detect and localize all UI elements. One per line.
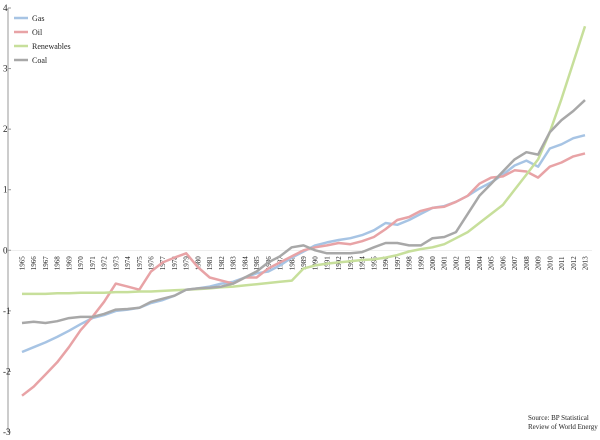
legend-label: Oil xyxy=(32,28,43,37)
x-tick-label: 2006 xyxy=(499,256,507,271)
x-tick-label: 1966 xyxy=(30,256,38,271)
x-tick-label: 2013 xyxy=(582,256,590,271)
x-tick-label: 1989 xyxy=(300,256,308,271)
y-tick-label: 3 xyxy=(3,64,8,74)
x-tick-label: 1965 xyxy=(19,256,27,271)
y-tick-label: 2 xyxy=(3,124,8,134)
x-tick-label: 2000 xyxy=(429,256,437,271)
legend-label: Gas xyxy=(32,14,44,23)
x-tick-label: 1973 xyxy=(112,256,120,271)
x-tick-label: 1984 xyxy=(241,256,249,271)
series-line xyxy=(21,133,586,354)
x-tick-label: 1994 xyxy=(359,256,367,271)
x-tick-label: 1993 xyxy=(347,256,355,271)
x-tick-label: 1997 xyxy=(394,256,402,271)
source-note: Source: BP Statistical xyxy=(528,414,589,422)
y-tick-label: 0 xyxy=(3,245,8,255)
series-line xyxy=(21,152,586,397)
x-tick-label: 1968 xyxy=(54,256,62,271)
y-tick-label: 4 xyxy=(3,3,8,13)
x-tick-label: 1998 xyxy=(406,256,414,271)
legend-label: Coal xyxy=(32,56,48,65)
x-tick-label: 1990 xyxy=(312,256,320,271)
y-tick-label: -2 xyxy=(3,366,11,376)
x-tick-label: 1982 xyxy=(218,256,226,271)
x-tick-label: 1985 xyxy=(253,256,261,271)
x-tick-label: 2005 xyxy=(488,256,496,271)
legend-label: Renewables xyxy=(32,42,71,51)
x-tick-label: 1978 xyxy=(171,256,179,271)
x-tick-label: 2010 xyxy=(546,256,554,271)
x-tick-label: 1996 xyxy=(382,256,390,271)
x-tick-label: 1999 xyxy=(417,256,425,271)
x-tick-label: 1967 xyxy=(42,256,50,271)
y-tick-label: -1 xyxy=(3,306,11,316)
y-tick-label: -3 xyxy=(3,427,11,437)
series-line xyxy=(21,99,586,325)
x-tick-label: 2012 xyxy=(570,256,578,271)
x-tick-label: 1983 xyxy=(230,256,238,271)
x-tick-label: 2008 xyxy=(523,256,531,271)
x-tick-label: 1975 xyxy=(136,256,144,271)
x-tick-label: 1988 xyxy=(288,256,296,271)
x-tick-label: 1981 xyxy=(206,256,214,271)
x-tick-label: 1970 xyxy=(77,256,85,271)
x-tick-label: 1972 xyxy=(101,256,109,271)
series-line xyxy=(22,25,587,296)
y-tick-label: 1 xyxy=(3,185,8,195)
x-tick-label: 1974 xyxy=(124,256,132,271)
x-tick-label: 1980 xyxy=(194,256,202,271)
x-tick-label: 2011 xyxy=(558,256,566,270)
x-tick-label: 2009 xyxy=(535,256,543,271)
x-tick-label: 2004 xyxy=(476,256,484,271)
x-tick-label: 2003 xyxy=(464,256,472,271)
x-tick-label: 2001 xyxy=(441,256,449,271)
x-tick-label: 1971 xyxy=(89,256,97,271)
x-tick-label: 1979 xyxy=(183,256,191,271)
x-tick-label: 1976 xyxy=(148,256,156,271)
x-tick-label: 2007 xyxy=(511,256,519,271)
x-tick-label: 2002 xyxy=(452,256,460,271)
source-note: Review of World Energy xyxy=(528,423,598,431)
x-tick-label: 1995 xyxy=(370,256,378,271)
x-tick-label: 1969 xyxy=(65,256,73,271)
